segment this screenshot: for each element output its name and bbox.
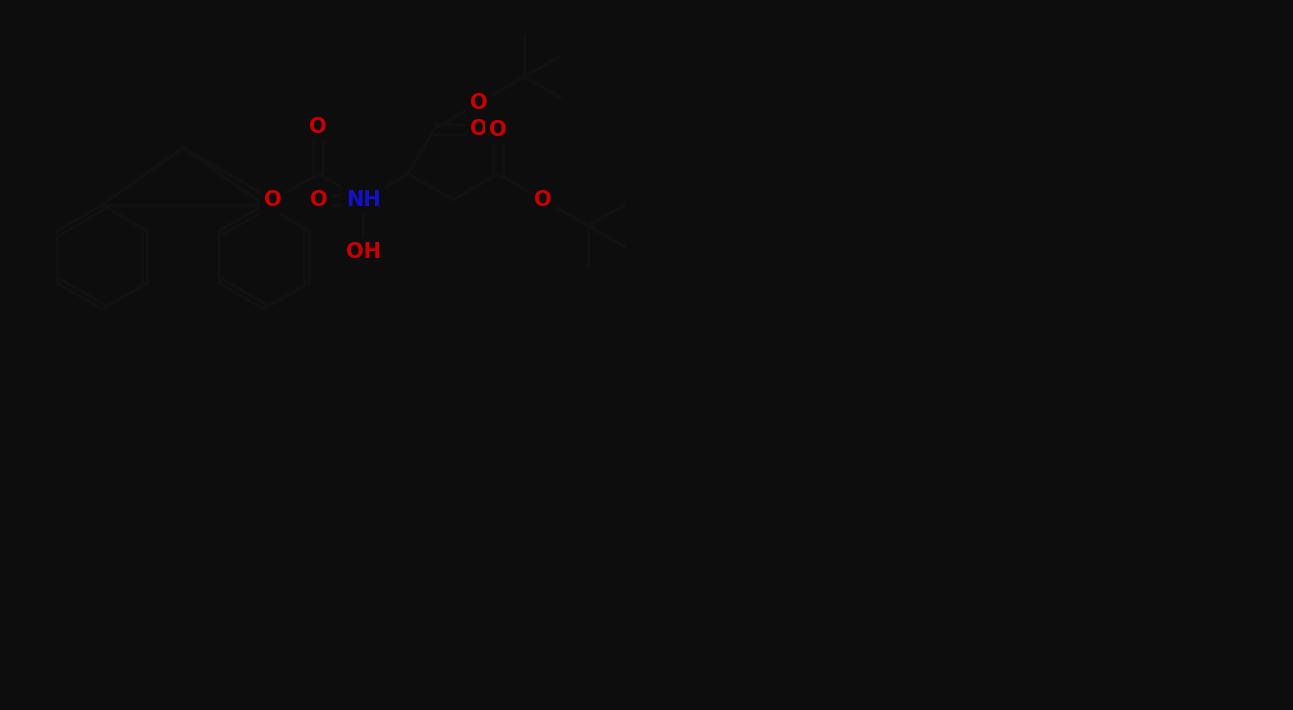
- Text: O: O: [534, 190, 552, 209]
- Text: O: O: [469, 119, 487, 138]
- Text: O: O: [310, 190, 327, 209]
- Text: NH: NH: [345, 190, 380, 209]
- Text: O: O: [264, 190, 282, 209]
- Text: O: O: [309, 117, 327, 137]
- Text: O: O: [490, 119, 507, 140]
- Text: OH: OH: [345, 242, 380, 262]
- Text: O: O: [471, 93, 487, 113]
